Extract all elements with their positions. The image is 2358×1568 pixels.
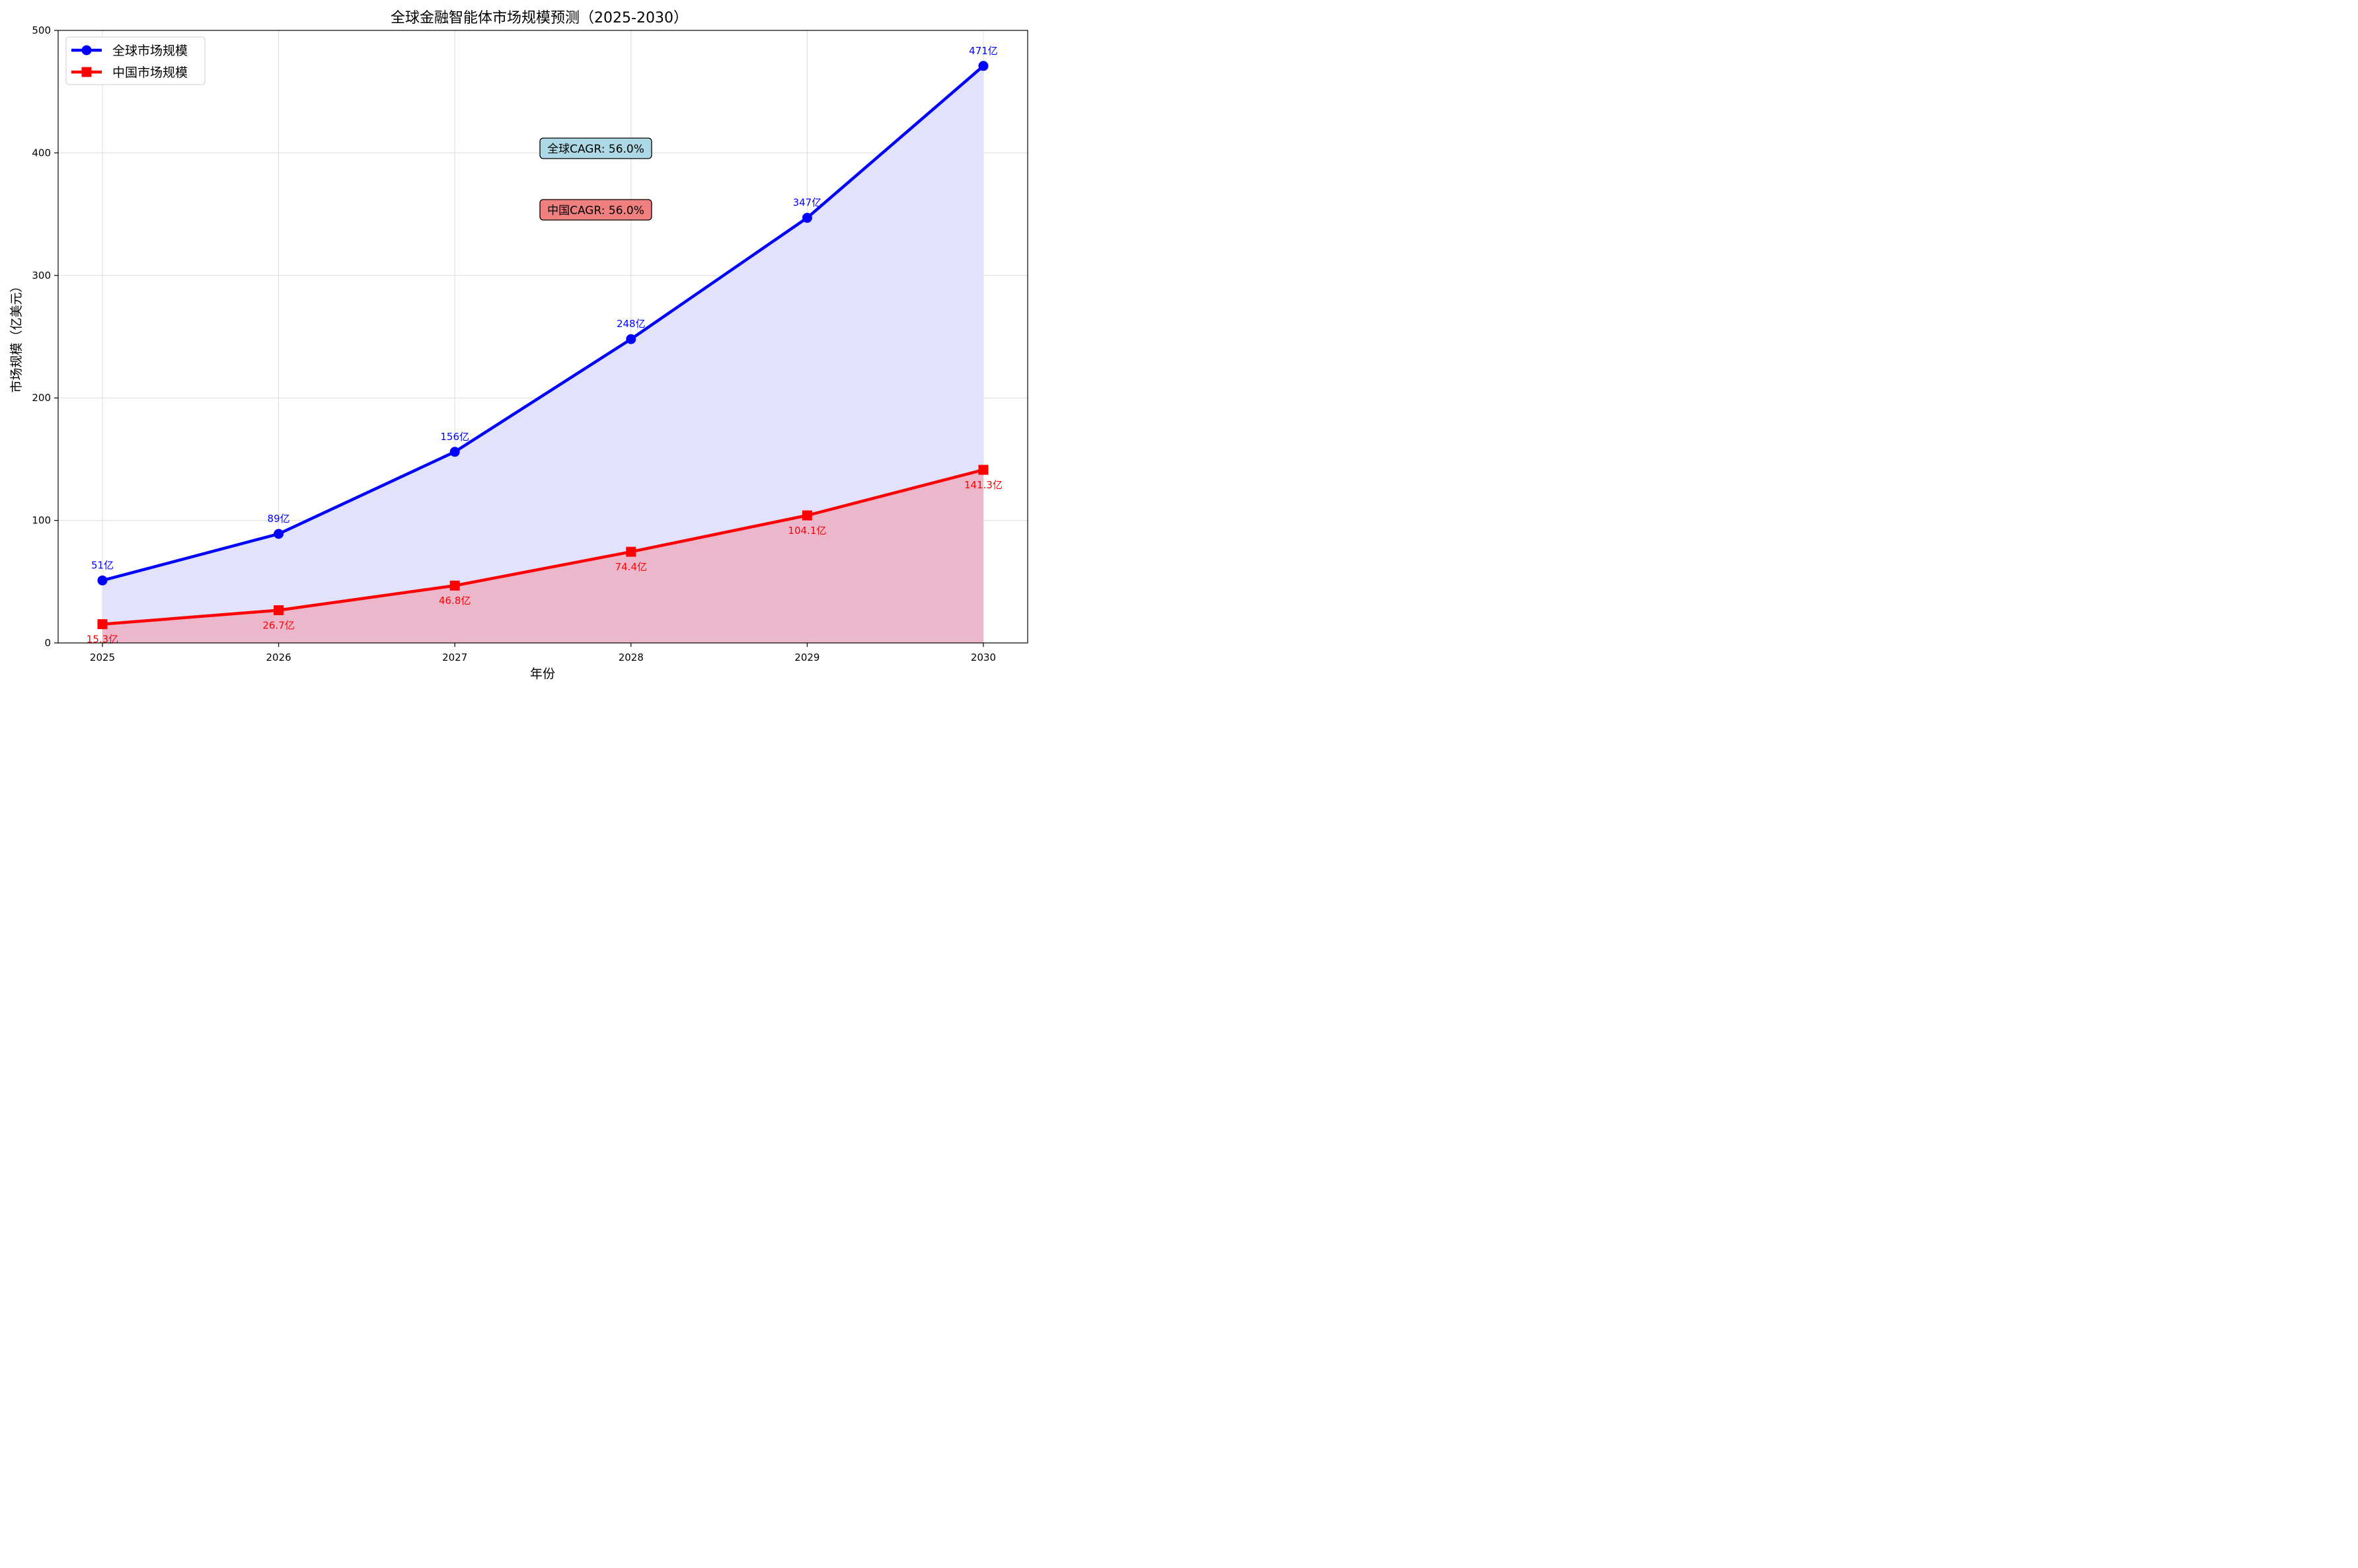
- x-tick-label-2030: 2030: [971, 652, 996, 663]
- legend-marker-2: [81, 67, 92, 77]
- cagr-box-2: [539, 199, 652, 221]
- axis-ticks: 2025 2026 2027 2028 2029 2030 0 100 200 300 400 500: [32, 24, 996, 663]
- series-lines: [100, 64, 985, 626]
- y-tick-label-500: 500: [32, 24, 51, 36]
- data-label-s2-0: 15.3亿: [87, 634, 118, 646]
- data-label-s1-1: 89亿: [268, 513, 290, 525]
- plot-frame: [57, 30, 1028, 644]
- series-markers: [97, 61, 989, 630]
- x-axis-label: 年份: [530, 667, 555, 681]
- chart-svg: 51亿 89亿 156亿 248亿 347亿 471亿 15.3亿 26.7亿 46.8亿 74.…: [9, 10, 1028, 681]
- area-fill-series-2: [102, 470, 983, 643]
- y-tick-label-0: 0: [44, 637, 51, 649]
- data-label-s1-4: 347亿: [793, 197, 822, 209]
- data-label-s1-0: 51亿: [91, 559, 114, 571]
- marker-point-s2-5: [978, 465, 989, 475]
- y-tick-label-100: 100: [32, 515, 51, 527]
- marker-point-s1-0: [97, 575, 108, 585]
- x-tick-label-2025: 2025: [90, 652, 115, 663]
- cagr-text-1: 全球CAGR: 56.0%: [547, 143, 644, 156]
- legend-label-2: 中国市场规模: [112, 65, 188, 80]
- x-tick-label-2028: 2028: [619, 652, 644, 663]
- marker-point-s2-1: [274, 605, 284, 615]
- x-tick-label-2027: 2027: [442, 652, 467, 663]
- data-label-s2-3: 74.4亿: [615, 561, 647, 573]
- marker-point-s2-0: [97, 619, 108, 630]
- data-label-s2-2: 46.8亿: [439, 595, 471, 607]
- marker-point-s2-3: [626, 546, 636, 557]
- data-label-s1-5: 471亿: [969, 45, 998, 57]
- x-tick-label-2029: 2029: [794, 652, 819, 663]
- marker-point-s1-1: [274, 529, 284, 539]
- series-line-2: [100, 468, 985, 626]
- x-tick-label-2026: 2026: [266, 652, 291, 663]
- marker-point-s1-2: [449, 447, 460, 457]
- data-label-s1-2: 156亿: [440, 431, 469, 443]
- y-tick-label-300: 300: [32, 270, 51, 281]
- legend-marker-1: [81, 45, 92, 56]
- data-label-s2-1: 26.7亿: [262, 619, 294, 631]
- y-axis-label: 市场规模（亿美元）: [9, 280, 24, 392]
- marker-point-s2-4: [802, 510, 812, 521]
- marker-point-s1-4: [802, 213, 812, 223]
- marker-point-s1-5: [978, 61, 989, 71]
- data-label-s2-4: 104.1亿: [788, 525, 826, 537]
- chart-container: 51亿 89亿 156亿 248亿 347亿 471亿 15.3亿 26.7亿 46.8亿 74.…: [0, 0, 1036, 689]
- marker-point-s2-2: [449, 580, 460, 591]
- cagr-box-1: [539, 137, 652, 159]
- cagr-annotations: 全球CAGR: 56.0% 中国CAGR: 56.0%: [539, 137, 652, 221]
- y-tick-label-200: 200: [32, 392, 51, 404]
- series-line-1: [100, 64, 985, 582]
- legend-label-1: 全球市场规模: [112, 44, 188, 58]
- marker-point-s1-3: [626, 334, 636, 344]
- cagr-text-2: 中国CAGR: 56.0%: [547, 204, 644, 217]
- chart-title: 全球金融智能体市场规模预测（2025-2030）: [391, 10, 688, 26]
- data-label-s1-3: 248亿: [617, 318, 646, 330]
- data-labels: 51亿 89亿 156亿 248亿 347亿 471亿 15.3亿 26.7亿 46.8亿 74.…: [87, 45, 1003, 646]
- y-tick-label-400: 400: [32, 147, 51, 159]
- area-fill-series-1: [102, 65, 983, 644]
- data-label-s2-5: 141.3亿: [964, 479, 1003, 491]
- area-fills: [102, 65, 983, 644]
